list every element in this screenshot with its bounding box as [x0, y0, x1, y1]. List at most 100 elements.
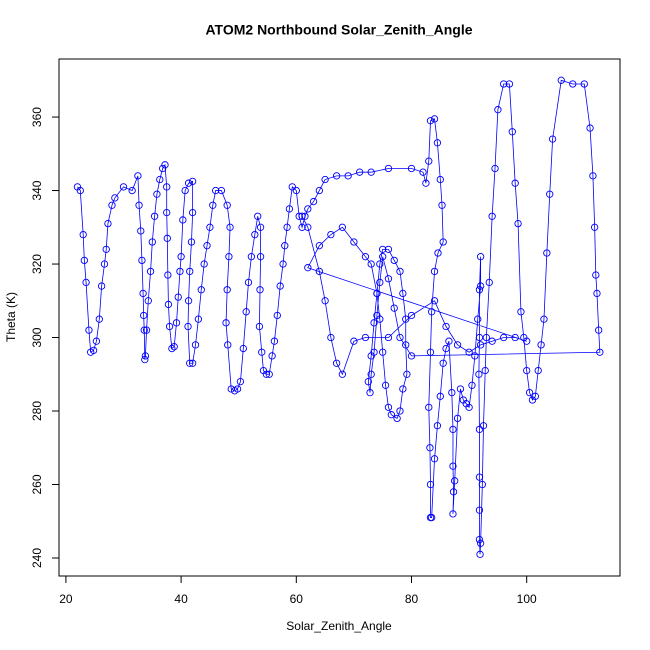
data-point	[108, 201, 116, 209]
data-point	[281, 242, 289, 250]
data-point	[402, 341, 410, 349]
data-point	[517, 308, 525, 316]
data-point	[476, 253, 485, 261]
data-point	[399, 385, 407, 393]
data-point	[203, 242, 211, 250]
data-point	[288, 183, 296, 191]
data-point	[422, 179, 430, 187]
x-axis-label: Solar_Zenith_Angle	[286, 619, 392, 633]
data-point	[481, 366, 489, 375]
data-point	[119, 183, 128, 191]
data-point	[449, 488, 458, 496]
data-point	[592, 271, 600, 279]
data-point	[247, 253, 256, 261]
data-point	[298, 212, 306, 220]
data-point	[273, 311, 281, 320]
data-point	[367, 168, 375, 176]
data-point	[488, 212, 496, 220]
data-point	[256, 253, 265, 261]
data-point	[186, 359, 194, 367]
data-point	[128, 186, 136, 195]
data-point	[396, 333, 404, 342]
data-point	[111, 194, 119, 202]
data-point	[226, 223, 234, 231]
data-point	[184, 179, 193, 187]
data-point	[97, 282, 106, 290]
y-tick-label: 300	[30, 327, 44, 347]
data-point	[223, 201, 231, 209]
data-point	[373, 289, 381, 298]
x-tick-label: 40	[174, 592, 188, 606]
data-point	[465, 403, 473, 411]
data-point	[384, 333, 393, 342]
data-point	[315, 267, 323, 276]
x-tick-label: 80	[405, 592, 419, 606]
data-point	[381, 381, 390, 389]
data-point	[350, 337, 358, 345]
data-point	[393, 414, 401, 423]
data-point	[449, 425, 457, 434]
data-point	[436, 392, 444, 400]
data-point	[332, 172, 341, 180]
data-point	[184, 297, 193, 305]
data-point	[390, 256, 398, 265]
data-point	[191, 341, 200, 349]
data-point	[478, 480, 486, 489]
data-point	[479, 422, 488, 430]
data-point	[292, 186, 300, 195]
data-point	[236, 377, 245, 386]
data-point	[557, 76, 565, 84]
data-point	[321, 297, 329, 305]
data-point	[494, 106, 502, 114]
data-point	[134, 172, 142, 180]
data-point	[168, 344, 176, 353]
data-point	[327, 333, 335, 342]
data-point	[476, 341, 485, 349]
data-point	[442, 322, 450, 331]
data-point	[104, 219, 112, 228]
data-point	[384, 403, 393, 411]
data-point	[222, 319, 230, 327]
data-point	[177, 253, 185, 261]
data-point	[159, 164, 167, 173]
data-point	[165, 322, 174, 331]
data-point	[546, 190, 554, 198]
data-point	[254, 212, 262, 220]
data-point	[361, 253, 370, 261]
data-point	[356, 168, 364, 176]
data-point	[153, 190, 161, 198]
data-point	[276, 282, 284, 290]
data-point	[548, 135, 557, 143]
data-point	[239, 344, 247, 353]
data-point	[485, 278, 493, 287]
data-point	[505, 80, 514, 88]
data-point	[164, 300, 173, 309]
data-point	[543, 249, 551, 257]
data-point	[476, 539, 485, 547]
data-point	[396, 267, 404, 276]
data-point	[534, 366, 542, 375]
data-point	[304, 223, 312, 231]
x-tick-label: 60	[290, 592, 304, 606]
data-point	[500, 333, 508, 342]
data-point	[181, 186, 189, 195]
data-point	[426, 348, 435, 356]
data-point	[268, 352, 276, 360]
data-point	[139, 289, 147, 298]
data-point	[436, 175, 444, 184]
x-tick-label: 20	[59, 592, 73, 606]
data-point	[475, 473, 484, 481]
data-point	[525, 388, 534, 397]
data-point	[402, 315, 410, 323]
data-point	[174, 293, 182, 301]
data-point	[596, 348, 604, 356]
data-point	[430, 297, 439, 305]
data-point	[285, 205, 294, 213]
data-point	[255, 322, 264, 331]
data-point	[419, 168, 427, 176]
data-point	[242, 308, 250, 316]
data-point	[163, 234, 171, 242]
data-point	[537, 341, 545, 349]
data-point	[338, 223, 347, 231]
data-point	[370, 319, 378, 327]
